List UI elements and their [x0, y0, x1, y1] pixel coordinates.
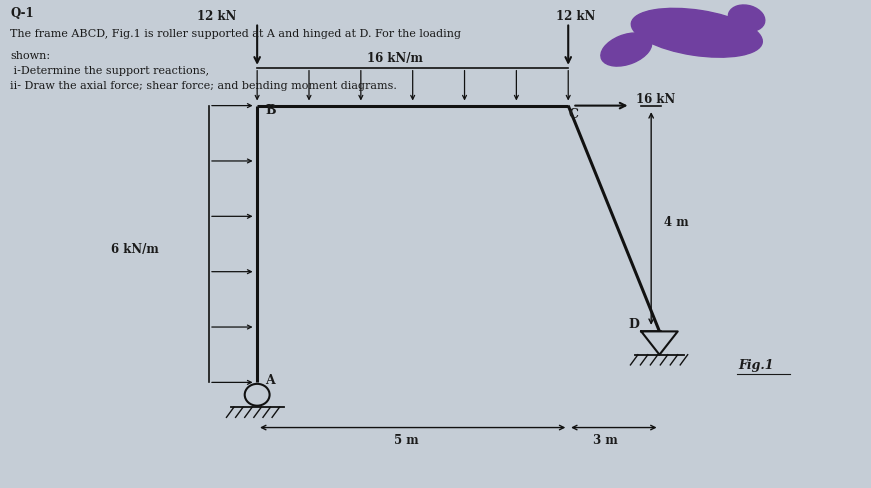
Text: shown:: shown: — [10, 51, 51, 61]
Text: 3 m: 3 m — [593, 433, 618, 447]
Text: 12 kN: 12 kN — [198, 10, 237, 23]
Text: 16 kN: 16 kN — [636, 93, 676, 106]
Text: 16 kN/m: 16 kN/m — [367, 52, 423, 65]
Text: 5 m: 5 m — [395, 433, 419, 447]
Text: Q-1: Q-1 — [10, 7, 34, 20]
Text: 12 kN: 12 kN — [556, 10, 595, 23]
Text: A: A — [266, 374, 275, 387]
Text: 4 m: 4 m — [664, 216, 688, 229]
Text: Fig.1: Fig.1 — [739, 359, 773, 372]
Text: i-Determine the support reactions,: i-Determine the support reactions, — [10, 66, 210, 76]
Text: C: C — [568, 108, 578, 121]
Text: D: D — [628, 318, 638, 331]
Ellipse shape — [631, 8, 762, 57]
Text: 6 kN/m: 6 kN/m — [111, 243, 159, 256]
Text: The frame ABCD, Fig.1 is roller supported at A and hinged at D. For the loading: The frame ABCD, Fig.1 is roller supporte… — [10, 29, 462, 39]
Text: ii- Draw the axial force; shear force; and bending moment diagrams.: ii- Draw the axial force; shear force; a… — [10, 81, 397, 90]
Ellipse shape — [728, 5, 765, 31]
Ellipse shape — [601, 33, 652, 66]
Text: B: B — [266, 104, 276, 117]
